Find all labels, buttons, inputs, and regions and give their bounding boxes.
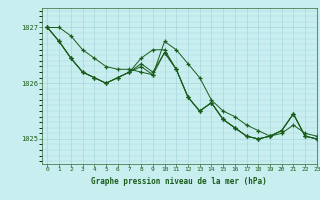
X-axis label: Graphe pression niveau de la mer (hPa): Graphe pression niveau de la mer (hPa) [91, 177, 267, 186]
